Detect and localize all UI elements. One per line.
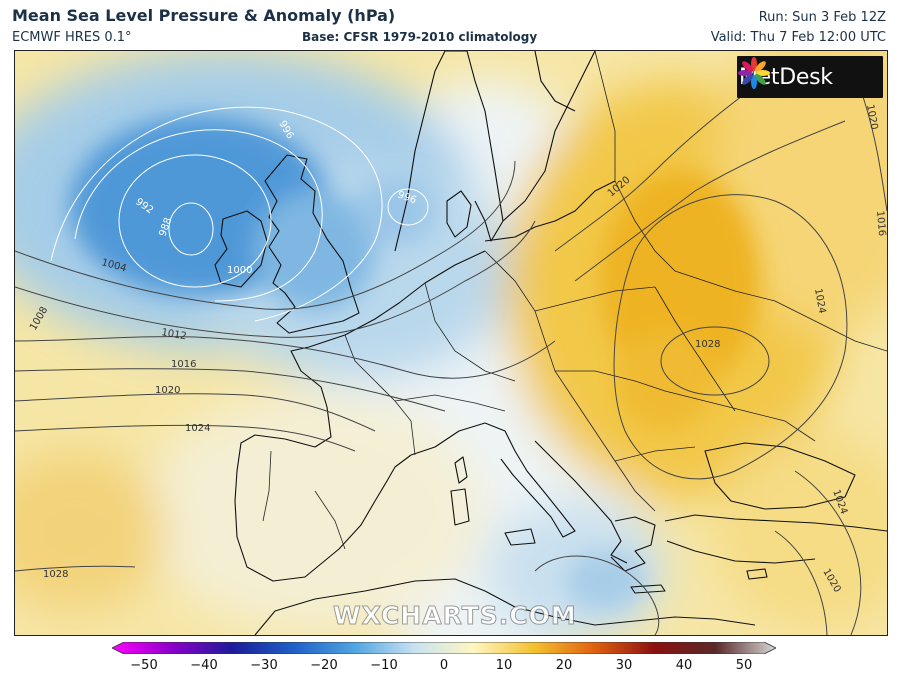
colorbar-tick-labels: −50 −40 −30 −20 −10 0 10 20 30 40 50 <box>0 656 900 676</box>
anomaly-colorbar <box>112 642 776 654</box>
colorbar-tick-label: −10 <box>370 658 398 673</box>
colorbar-tick-label: 20 <box>555 658 573 673</box>
colorbar-tick-label: 30 <box>615 658 633 673</box>
isobar-label: 1016 <box>171 359 196 370</box>
colorbar-tick-label: −40 <box>190 658 218 673</box>
metdesk-flower-icon <box>738 57 770 89</box>
isobar-label: 1016 <box>874 210 887 236</box>
isobar-label: 1020 <box>155 385 180 396</box>
colorbar-tick-label: 40 <box>675 658 693 673</box>
colorbar-tick-label: 10 <box>495 658 513 673</box>
run-time-label: Run: Sun 3 Feb 12Z <box>758 10 886 25</box>
isobar-label: 1024 <box>185 423 210 434</box>
isobar-label: 1020 <box>864 104 879 131</box>
isobars <box>15 70 887 635</box>
colorbar-tick-label: 50 <box>735 658 753 673</box>
country-borders <box>262 51 887 550</box>
model-label: ECMWF HRES 0.1° <box>12 30 132 45</box>
colorbar-tick-label: 0 <box>439 658 449 673</box>
isobar-label: 1028 <box>43 569 68 580</box>
wxcharts-watermark: WXCHARTS.COM <box>333 601 577 631</box>
isobar-label: 1012 <box>160 327 187 342</box>
colorbar-tick-label: −50 <box>130 658 158 673</box>
coastlines <box>214 51 887 635</box>
colorbar-tick-label: −30 <box>250 658 278 673</box>
map-title: Mean Sea Level Pressure & Anomaly (hPa) <box>12 6 396 25</box>
isobar-label: 1028 <box>695 339 720 350</box>
isobar-label: 1024 <box>812 288 827 315</box>
valid-time-label: Valid: Thu 7 Feb 12:00 UTC <box>710 30 886 45</box>
colorbar-tick-label: −20 <box>310 658 338 673</box>
isobar-label: 1000 <box>227 265 252 276</box>
anomaly-shading <box>15 51 887 635</box>
map-canvas: 988 992 996 996 1000 1004 1008 1012 1016… <box>15 51 887 635</box>
climatology-base-label: Base: CFSR 1979-2010 climatology <box>302 30 538 44</box>
pressure-anomaly-map: 988 992 996 996 1000 1004 1008 1012 1016… <box>14 50 888 636</box>
metdesk-logo: MetDesk <box>737 56 883 98</box>
